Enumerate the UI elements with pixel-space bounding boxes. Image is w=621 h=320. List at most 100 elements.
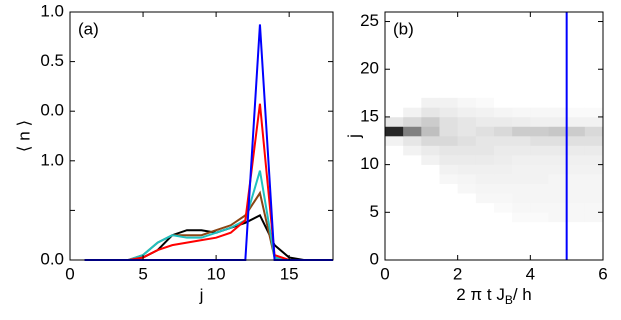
data-line [84,190,333,261]
y-tick-label: 15 [360,106,379,125]
heat-cell [530,164,549,175]
data-line [84,214,333,261]
heat-cell [548,97,567,108]
heat-cell [457,136,477,146]
y-tick-label: 20 [360,59,379,78]
heat-cell [512,164,531,175]
heat-cell [385,97,404,108]
data-line [84,103,333,261]
heat-cell [439,107,458,118]
heat-cell [512,212,531,223]
x-tick-label: 0 [65,264,74,283]
heat-cell [457,145,477,156]
heat-cell [457,126,477,137]
y-tick-label: 1.0 [40,1,64,20]
heat-cell [439,202,458,213]
heat-cell [566,183,586,194]
heat-cell [457,183,477,194]
x-tick-label: 6 [598,264,607,283]
heat-cell [584,155,604,165]
heat-cell [421,126,440,137]
heat-cell [548,155,567,165]
data-line [84,24,333,261]
heat-cell [475,193,495,204]
axes-frame [384,11,604,261]
heat-cell [457,164,477,175]
heat-cell [421,155,440,165]
y-axis-label: ⟨ n ⟩ [14,120,33,152]
heat-cell [403,164,422,175]
heat-cell [457,174,477,184]
heat-cell [385,202,404,213]
heat-cell [548,126,567,137]
heat-cell [530,97,549,108]
heat-cell [475,212,495,223]
heat-cell [494,97,513,108]
heat-cell [439,116,458,127]
y-tick-label: 0.0 [40,101,64,120]
heat-cell [439,136,458,146]
heat-cell [566,107,586,118]
heat-cell [421,97,440,108]
heat-cell [584,136,604,146]
heat-cell [439,174,458,184]
heat-cell [566,136,586,146]
heat-cell [475,183,495,194]
x-axis-label: 2 π t JB/ h [456,285,532,307]
heat-cell [439,145,458,156]
heat-cell [403,193,422,204]
heat-cell [494,126,513,137]
heat-cell [548,193,567,204]
heat-cell [385,212,404,223]
heat-cell [584,107,604,118]
heat-cell [403,212,422,223]
heat-cell [421,136,440,146]
heat-cell [566,174,586,184]
heat-cell [403,116,422,127]
heat-cell [566,126,586,137]
heat-cell [512,107,531,118]
heat-cell [385,155,404,165]
heat-cell [475,107,495,118]
heat-cell [530,136,549,146]
y-tick-label: 0.0 [40,249,64,268]
heat-cell [494,164,513,175]
heat-cell [385,116,404,127]
heat-cell [512,155,531,165]
heat-cell [548,174,567,184]
heat-cell [439,193,458,204]
heat-cell [475,126,495,137]
heat-cell [566,97,586,108]
x-tick-label: 4 [526,264,535,283]
heat-cell [530,126,549,137]
heat-cell [512,126,531,137]
heat-cell [494,116,513,127]
heat-cell [475,97,495,108]
heat-cell [475,174,495,184]
heat-cell [385,126,404,137]
heat-cell [566,164,586,175]
heat-cell [566,202,586,213]
heat-cell [548,183,567,194]
heat-cell [512,145,531,156]
heat-cell [439,183,458,194]
heat-cell [530,107,549,118]
x-tick-label: 2 [453,264,462,283]
heat-cell [403,126,422,137]
heat-cell [403,107,422,118]
heat-cell [584,116,604,127]
panel-label: (b) [393,19,414,38]
heat-cell [584,145,604,156]
heat-cell [385,107,404,118]
heat-cell [475,136,495,146]
heat-cell [421,145,440,156]
heat-cell [421,116,440,127]
heat-cell [548,212,567,223]
y-tick-label: 10 [360,154,379,173]
heat-cell [530,202,549,213]
heat-cell [548,164,567,175]
heat-cell [530,174,549,184]
heat-cell [457,107,477,118]
heat-cell [457,116,477,127]
